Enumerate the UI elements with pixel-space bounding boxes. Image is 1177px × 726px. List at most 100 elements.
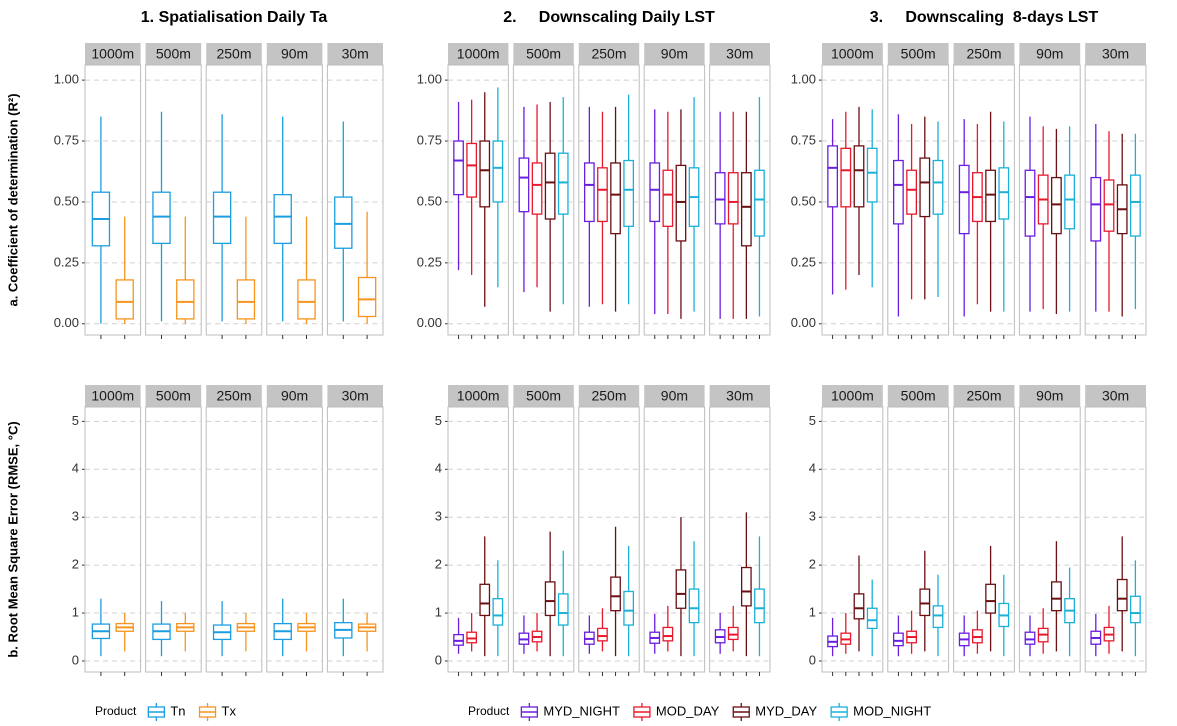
box: [714, 172, 726, 225]
box: [115, 279, 134, 320]
facet-strip: [448, 43, 509, 65]
box: [662, 626, 674, 642]
legend-label: Tx: [222, 703, 237, 718]
box: [453, 140, 464, 196]
facet-strip: [709, 385, 770, 407]
facet-label: 500m: [901, 388, 936, 404]
legend-label: MOD_DAY: [656, 703, 720, 718]
facet-label: 250m: [966, 388, 1001, 404]
y-tick-label: 1.00: [54, 72, 79, 87]
y-tick-label: 0.25: [417, 254, 442, 269]
box: [176, 279, 195, 320]
facet-label: 500m: [901, 46, 936, 62]
y-tick-label: 0.50: [54, 193, 79, 208]
box: [1024, 631, 1036, 645]
facet-strip: [327, 385, 383, 407]
facet-label: 250m: [966, 46, 1001, 62]
facet-strip: [578, 43, 640, 65]
box: [853, 145, 865, 208]
facet-label: 30m: [726, 388, 753, 404]
box: [919, 157, 931, 218]
box: [583, 162, 595, 223]
y-tick-label: 0.00: [417, 315, 442, 330]
box: [662, 169, 674, 227]
legend-label: MYD_NIGHT: [543, 703, 620, 718]
box: [1064, 174, 1076, 230]
y-axis-label: b. Root Mean Square Error (RMSE, °C): [5, 421, 20, 657]
box: [1050, 581, 1062, 612]
y-tick-label: 3: [72, 509, 79, 524]
panel: [887, 406, 950, 673]
facet-label: 1000m: [457, 46, 500, 62]
panel: [447, 406, 509, 673]
facet-label: 90m: [661, 46, 688, 62]
facet-label: 30m: [342, 46, 369, 62]
facet-strip: [578, 385, 640, 407]
y-tick-label: 2: [72, 557, 79, 572]
box: [958, 164, 970, 235]
facet-strip: [1019, 385, 1081, 407]
y-tick-label: 0.00: [791, 315, 816, 330]
legend-label: MYD_DAY: [755, 703, 817, 718]
box: [492, 598, 504, 626]
facet-strip: [822, 43, 883, 65]
y-tick-label: 0.50: [417, 193, 442, 208]
y-tick-label: 5: [435, 413, 442, 428]
y-tick-label: 0: [435, 652, 442, 667]
y-tick-label: 4: [435, 461, 442, 476]
box: [518, 157, 530, 213]
box: [1116, 578, 1128, 612]
y-tick-label: 0.25: [791, 254, 816, 269]
box: [827, 145, 839, 208]
y-tick-label: 0.75: [417, 132, 442, 147]
box: [297, 279, 316, 320]
chart-title: 2. Downscaling Daily LST: [503, 9, 715, 26]
y-tick-label: 1.00: [791, 72, 816, 87]
y-tick-label: 0.50: [791, 193, 816, 208]
box: [932, 605, 944, 629]
facet-label: 90m: [1036, 46, 1063, 62]
box: [492, 140, 504, 203]
facet-label: 500m: [526, 388, 561, 404]
facet-strip: [266, 43, 323, 65]
facet-strip: [1019, 43, 1081, 65]
box: [479, 140, 491, 208]
box: [853, 593, 865, 620]
box: [623, 159, 635, 227]
box: [1103, 179, 1115, 232]
box: [727, 626, 739, 641]
box: [1090, 176, 1102, 242]
facet-strip: [887, 385, 949, 407]
facet-label: 250m: [591, 388, 626, 404]
facet-strip: [145, 43, 202, 65]
box: [688, 588, 700, 624]
y-tick-label: 1: [435, 604, 442, 619]
facet-label: 1000m: [457, 388, 500, 404]
box: [892, 632, 904, 647]
box: [544, 581, 556, 617]
box: [919, 588, 931, 617]
y-tick-label: 5: [809, 413, 816, 428]
box: [754, 588, 765, 624]
facet-strip: [327, 43, 383, 65]
box: [866, 147, 878, 203]
box: [531, 162, 543, 215]
facet-label: 1000m: [91, 388, 134, 404]
facet-label: 30m: [342, 388, 369, 404]
box: [236, 279, 256, 320]
box: [357, 276, 377, 318]
facet-label: 250m: [216, 388, 251, 404]
facet-label: 250m: [216, 46, 251, 62]
y-axis-label: a. Coefficient of determination (R²): [5, 93, 20, 306]
y-tick-label: 4: [809, 461, 816, 476]
panel: [512, 406, 575, 673]
y-tick-label: 2: [435, 557, 442, 572]
facet-strip: [644, 43, 705, 65]
box: [892, 159, 904, 225]
facet-label: 30m: [1102, 388, 1129, 404]
box: [906, 169, 918, 215]
chart-title: 3. Downscaling 8-days LST: [870, 9, 1099, 26]
y-tick-label: 1: [72, 604, 79, 619]
y-tick-label: 0: [809, 652, 816, 667]
